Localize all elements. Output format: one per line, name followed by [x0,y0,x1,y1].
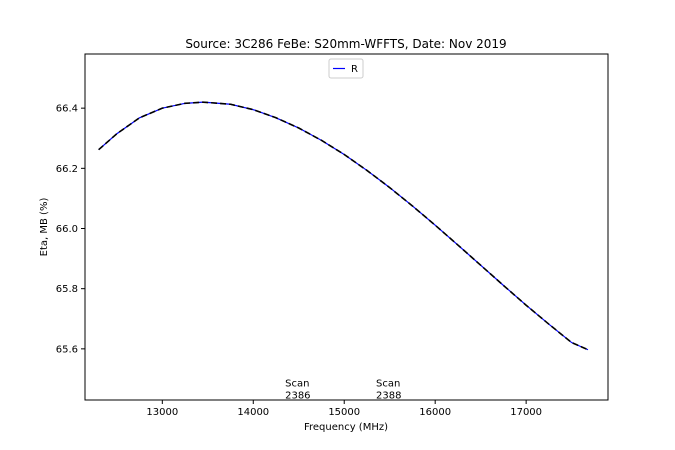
y-tick-label: 65.6 [56,344,78,355]
x-tick-label: 17000 [510,407,542,418]
scan-annotation: 2388 [376,390,401,401]
y-tick-label: 66.2 [56,164,78,175]
x-axis: 13000 14000 15000 16000 17000 [146,400,542,418]
scan-annotation: 2386 [285,390,310,401]
chart-title: Source: 3C286 FeBe: S20mm-WFFTS, Date: N… [185,37,506,51]
x-axis-label: Frequency (MHz) [304,422,388,433]
scan-annotation: Scan [376,378,400,389]
y-tick-label: 66.4 [56,104,78,115]
legend: R [328,58,364,79]
legend-label-r: R [351,64,358,75]
plot-area [98,101,589,351]
legend-box [328,58,364,79]
y-tick-label: 66.0 [56,224,78,235]
y-tick-label: 65.8 [56,284,78,295]
y-axis-label: Eta, MB (%) [39,198,50,257]
plot-frame [84,53,609,401]
y-axis: 65.6 65.8 66.0 66.2 66.4 [56,104,85,355]
series-fit-line [98,101,589,351]
scan-annotation: Scan [285,378,309,389]
x-tick-label: 16000 [419,407,451,418]
x-tick-label: 14000 [237,407,269,418]
x-tick-label: 15000 [328,407,360,418]
x-tick-label: 13000 [146,407,178,418]
